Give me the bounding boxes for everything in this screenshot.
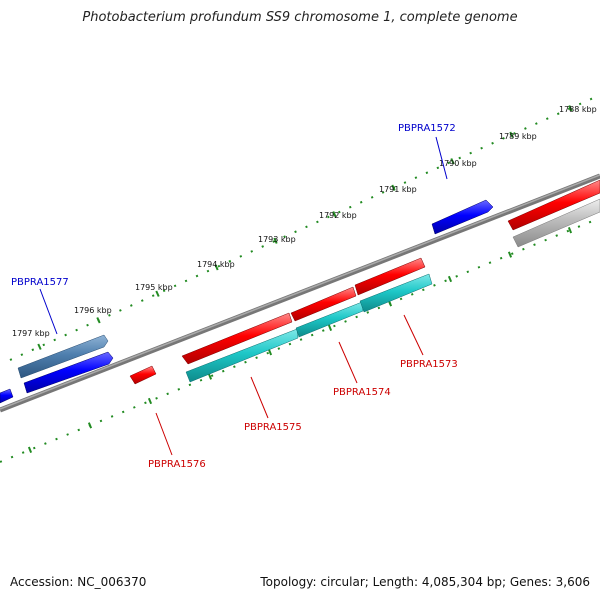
gene-label-pbpra1575[interactable]: PBPRA1575 bbox=[244, 422, 302, 433]
tick-label-1792: 1792 kbp bbox=[319, 211, 357, 220]
leader-pbpra1575 bbox=[250, 376, 269, 419]
tick-label-1790: 1790 kbp bbox=[439, 159, 477, 168]
outer-major-tick-9 bbox=[568, 105, 573, 112]
genome-backbone bbox=[0, 173, 600, 413]
gene-arrow-pbpra1575[interactable] bbox=[181, 312, 293, 365]
gene-arrow-partial-left[interactable] bbox=[0, 388, 14, 404]
outer-major-tick-2 bbox=[155, 290, 160, 297]
gene-arrow-pbpra1572[interactable] bbox=[431, 199, 494, 235]
tick-label-1797: 1797 kbp bbox=[12, 329, 50, 338]
pseudogene-arrow-right[interactable] bbox=[512, 198, 600, 248]
gene-label-pbpra1572[interactable]: PBPRA1572 bbox=[398, 123, 456, 134]
tick-label-1794: 1794 kbp bbox=[197, 260, 235, 269]
accession-text: Accession: NC_006370 bbox=[10, 575, 147, 589]
leader-pbpra1574 bbox=[338, 341, 358, 384]
major-ticks bbox=[37, 105, 573, 350]
inner-major-ticks bbox=[27, 227, 573, 453]
gene-label-pbpra1577[interactable]: PBPRA1577 bbox=[11, 277, 69, 288]
cds-arrow-pbpra1577[interactable] bbox=[17, 334, 109, 379]
outer-major-tick-7 bbox=[450, 158, 455, 165]
gene-arrow-pbpra1576[interactable] bbox=[129, 365, 157, 385]
genome-summary-text: Topology: circular; Length: 4,085,304 bp… bbox=[260, 575, 590, 589]
tick-label-1795: 1795 kbp bbox=[135, 283, 173, 292]
inner-major-tick-8 bbox=[507, 251, 513, 258]
inner-major-tick-4 bbox=[267, 349, 273, 356]
tick-label-1796: 1796 kbp bbox=[74, 306, 112, 315]
inner-major-tick-1 bbox=[87, 422, 93, 429]
inner-major-tick-2 bbox=[147, 397, 153, 405]
gene-label-pbpra1576[interactable]: PBPRA1576 bbox=[148, 459, 206, 470]
gene-arrow-pbpra1577[interactable] bbox=[23, 351, 114, 394]
tick-label-1788: 1788 kbp bbox=[559, 105, 597, 114]
outer-major-tick-0 bbox=[37, 343, 42, 350]
gene-label-pbpra1574[interactable]: PBPRA1574 bbox=[333, 387, 391, 398]
inner-major-tick-9 bbox=[567, 227, 573, 234]
outer-major-tick-5 bbox=[332, 211, 337, 218]
outer-major-tick-8 bbox=[509, 131, 514, 138]
genome-backbone-highlight bbox=[0, 174, 600, 410]
cds-arrow-pbpra1573[interactable] bbox=[359, 273, 433, 313]
inner-major-tick-0 bbox=[27, 446, 33, 453]
diagram-title: Photobacterium profundum SS9 chromosome … bbox=[82, 10, 518, 25]
gene-label-pbpra1573[interactable]: PBPRA1573 bbox=[400, 359, 458, 370]
tick-label-1789: 1789 kbp bbox=[499, 132, 537, 141]
leader-pbpra1577 bbox=[39, 288, 58, 335]
inner-major-tick-5 bbox=[327, 324, 333, 331]
outer-major-tick-6 bbox=[391, 184, 396, 191]
inner-major-tick-3 bbox=[207, 373, 213, 380]
tick-label-1791: 1791 kbp bbox=[379, 185, 417, 194]
leader-pbpra1573 bbox=[403, 314, 424, 356]
tick-label-1793: 1793 kbp bbox=[258, 235, 296, 244]
gene-arrow-pbpra1573[interactable] bbox=[354, 257, 426, 296]
inner-major-tick-7 bbox=[447, 275, 453, 283]
outer-major-tick-1 bbox=[96, 317, 101, 324]
leader-pbpra1572 bbox=[435, 136, 448, 180]
outer-major-tick-4 bbox=[273, 237, 278, 244]
cds-arrow-pbpra1574[interactable] bbox=[295, 301, 364, 338]
outer-major-tick-3 bbox=[214, 264, 219, 271]
gene-arrow-pbpra1574[interactable] bbox=[290, 286, 357, 322]
leader-pbpra1576 bbox=[155, 412, 173, 456]
cds-arrow-pbpra1575[interactable] bbox=[185, 328, 299, 383]
gene-arrow-right-red[interactable] bbox=[507, 179, 600, 231]
